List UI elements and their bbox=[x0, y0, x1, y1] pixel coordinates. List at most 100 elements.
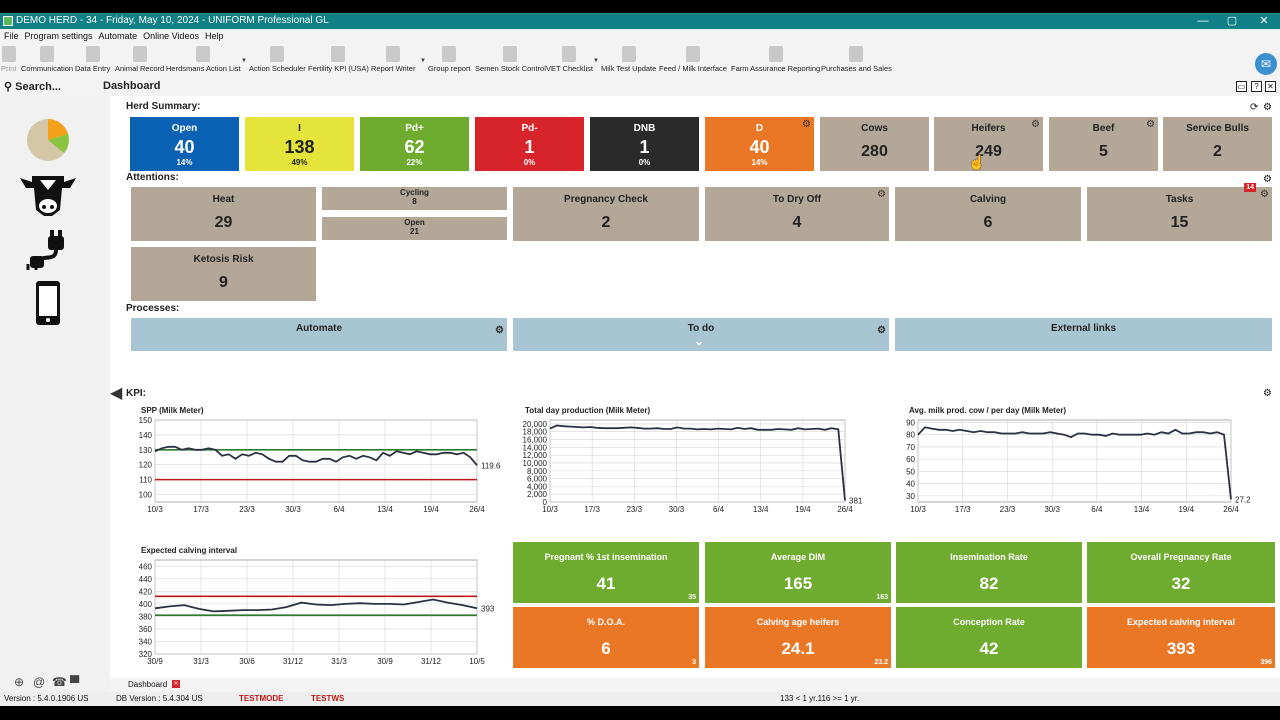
gear-icon[interactable]: ⚙ bbox=[1031, 119, 1040, 130]
chevron-down-icon[interactable]: ▼ bbox=[593, 58, 599, 64]
toolbar-herdsmans-action-list-button[interactable]: Herdsmans Action List bbox=[166, 46, 241, 73]
toolbar-print-button[interactable]: Print bbox=[1, 46, 16, 73]
x-tick-label: 31/3 bbox=[331, 657, 347, 666]
globe-icon[interactable]: ⊕ bbox=[14, 675, 25, 689]
chevron-down-icon[interactable]: ⌄ bbox=[694, 334, 705, 348]
x-tick-label: 10/3 bbox=[542, 505, 558, 514]
kpi-conception-rate[interactable]: Conception Rate 42 bbox=[896, 607, 1082, 668]
menu-automate[interactable]: Automate bbox=[98, 31, 138, 41]
y-tick-label: 100 bbox=[139, 491, 153, 500]
cow-icon[interactable] bbox=[18, 170, 78, 218]
chevron-down-icon[interactable]: ▼ bbox=[420, 58, 426, 64]
x-tick-label: 31/12 bbox=[421, 657, 442, 666]
kpi-overall-pregnancy-rate[interactable]: Overall Pregnancy Rate 32 bbox=[1087, 542, 1275, 603]
gear-icon[interactable]: ⚙ bbox=[877, 325, 886, 336]
kpi-insemination-rate[interactable]: Insemination Rate 82 bbox=[896, 542, 1082, 603]
toolbar-report-writer-button[interactable]: Report Writer bbox=[371, 46, 415, 73]
y-tick-label: 40 bbox=[906, 480, 915, 489]
menu-online-videos[interactable]: Online Videos bbox=[143, 31, 199, 41]
herd-tile-beef[interactable]: ⚙ Beef 5 bbox=[1049, 117, 1158, 171]
toolbar-data-entry-button[interactable]: Data Entry bbox=[75, 46, 110, 73]
attention-cycling[interactable]: Cycling 8 bbox=[322, 187, 507, 210]
toolbar-action-scheduler-button[interactable]: Action Scheduler bbox=[249, 46, 306, 73]
x-tick-label: 13/4 bbox=[377, 505, 393, 514]
x-tick-label: 17/3 bbox=[955, 505, 971, 514]
kpi-expected-calving-interval[interactable]: Expected calving interval 393 396 bbox=[1087, 607, 1275, 668]
farm-icon bbox=[768, 46, 783, 62]
y-tick-label: 340 bbox=[139, 637, 153, 646]
kpi-calving-age-heifers[interactable]: Calving age heifers 24.1 23.2 bbox=[705, 607, 891, 668]
gear-icon[interactable]: ⚙ bbox=[1263, 174, 1272, 185]
kpi-pregnant-1st-insemination[interactable]: Pregnant % 1st insemination 41 35 bbox=[513, 542, 699, 603]
graduation-cap-icon[interactable]: ▀ bbox=[70, 675, 80, 690]
search-field[interactable]: ⚲ Search... bbox=[4, 81, 61, 93]
gear-icon[interactable]: ⚙ bbox=[877, 189, 886, 200]
toolbar-vet-checklist-button[interactable]: VET Checklist bbox=[546, 46, 593, 73]
plug-icon[interactable] bbox=[24, 226, 72, 272]
heart-icon bbox=[331, 46, 346, 62]
herd-tile-inseminated[interactable]: I 138 49% bbox=[245, 117, 354, 171]
menu-program-settings[interactable]: Program settings bbox=[24, 31, 93, 41]
attention-pregnancy-check[interactable]: Pregnancy Check 2 bbox=[513, 187, 699, 241]
process-automate[interactable]: ⚙ Automate bbox=[131, 318, 507, 351]
gear-icon[interactable]: ⚙ bbox=[1146, 119, 1155, 130]
toolbar-animal-record-button[interactable]: Animal Record bbox=[115, 46, 164, 73]
toolbar-farm-assurance-button[interactable]: Farm Assurance Reporting bbox=[731, 46, 820, 73]
herd-tile-dnb[interactable]: DNB 1 0% bbox=[590, 117, 699, 171]
attention-tasks[interactable]: 14 ⚙ Tasks 15 bbox=[1087, 183, 1272, 241]
menu-file[interactable]: File bbox=[4, 31, 19, 41]
pie-chart-icon[interactable] bbox=[24, 116, 72, 164]
close-button[interactable]: ✕ bbox=[1259, 15, 1269, 27]
herd-tile-dry[interactable]: ⚙ D 40 14% bbox=[705, 117, 814, 171]
gear-icon[interactable]: ⚙ bbox=[1260, 189, 1269, 200]
toolbar-group-report-button[interactable]: Group report bbox=[428, 46, 471, 73]
menu-help[interactable]: Help bbox=[204, 31, 224, 41]
refresh-icon[interactable]: ⟳ bbox=[1250, 102, 1259, 113]
collapse-sidebar-arrow-icon[interactable]: ◀ bbox=[110, 385, 123, 402]
tasks-count-badge: 14 bbox=[1244, 183, 1256, 192]
mail-icon[interactable]: ✉ bbox=[1255, 53, 1277, 75]
gear-icon[interactable]: ⚙ bbox=[495, 325, 504, 336]
toolbar-feed-milk-interface-button[interactable]: Feed / Milk Interface bbox=[659, 46, 727, 73]
x-tick-label: 30/3 bbox=[669, 505, 685, 514]
at-sign-icon[interactable]: @ bbox=[33, 675, 46, 689]
process-external-links[interactable]: External links bbox=[895, 318, 1272, 351]
attention-ketosis-risk[interactable]: Ketosis Risk 9 bbox=[131, 247, 316, 301]
gear-icon[interactable]: ⚙ bbox=[802, 119, 811, 130]
chevron-down-icon[interactable]: ▼ bbox=[241, 58, 247, 64]
attention-open[interactable]: Open 21 bbox=[322, 217, 507, 240]
herd-tile-pd-plus[interactable]: Pd+ 62 22% bbox=[360, 117, 469, 171]
herd-tile-service-bulls[interactable]: Service Bulls 2 bbox=[1163, 117, 1272, 171]
herd-tile-heifers[interactable]: ⚙ Heifers 249 bbox=[934, 117, 1043, 171]
layout-icon[interactable]: ▭ bbox=[1236, 81, 1247, 92]
toolbar-purchases-sales-button[interactable]: Purchases and Sales bbox=[821, 46, 892, 73]
phone-icon[interactable]: ☎ bbox=[52, 675, 67, 689]
gear-icon[interactable]: ⚙ bbox=[1263, 102, 1272, 113]
attention-heat[interactable]: Heat 29 bbox=[131, 187, 316, 241]
minimize-button[interactable]: — bbox=[1197, 15, 1209, 27]
y-tick-label: 460 bbox=[139, 562, 153, 571]
herd-tile-pd-minus[interactable]: Pd- 1 0% bbox=[475, 117, 584, 171]
close-panel-icon[interactable]: ✕ bbox=[1265, 81, 1276, 92]
toolbar-milk-test-update-button[interactable]: Milk Test Update bbox=[601, 46, 656, 73]
attention-calving[interactable]: Calving 6 bbox=[895, 187, 1081, 241]
help-icon[interactable]: ? bbox=[1251, 81, 1262, 92]
avg-milk-chart: 30 40 50 60 70 80 90 10/3 17/3 23/3 30/3 6/4 13/4 19/… bbox=[906, 418, 1251, 514]
herd-tile-open[interactable]: Open 40 14% bbox=[130, 117, 239, 171]
gear-icon[interactable]: ⚙ bbox=[1263, 388, 1272, 399]
tab-dashboard[interactable]: Dashboard bbox=[128, 680, 168, 689]
attention-to-dry-off[interactable]: ⚙ To Dry Off 4 bbox=[705, 187, 889, 241]
y-tick-label: 70 bbox=[906, 443, 915, 452]
kpi-doa[interactable]: % D.O.A. 6 3 bbox=[513, 607, 699, 668]
toolbar-communication-button[interactable]: Communication bbox=[21, 46, 73, 73]
toolbar-fertility-kpi-button[interactable]: Fertility KPI (USA) bbox=[308, 46, 369, 73]
maximize-button[interactable]: ▢ bbox=[1226, 15, 1238, 27]
kpi-average-dim[interactable]: Average DIM 165 163 bbox=[705, 542, 891, 603]
spp-chart: 100 110 120 130 140 150 10/3 17/3 23/3 30/3 6/4 13/… bbox=[139, 416, 501, 514]
y-tick-label: 420 bbox=[139, 587, 153, 596]
close-tab-icon[interactable]: ✕ bbox=[172, 680, 180, 688]
herd-tile-cows[interactable]: Cows 280 bbox=[820, 117, 929, 171]
mobile-phone-icon[interactable] bbox=[35, 280, 61, 326]
process-to-do[interactable]: ⚙ To do ⌄ bbox=[513, 318, 889, 351]
toolbar-semen-stock-control-button[interactable]: Semen Stock Control bbox=[475, 46, 546, 73]
